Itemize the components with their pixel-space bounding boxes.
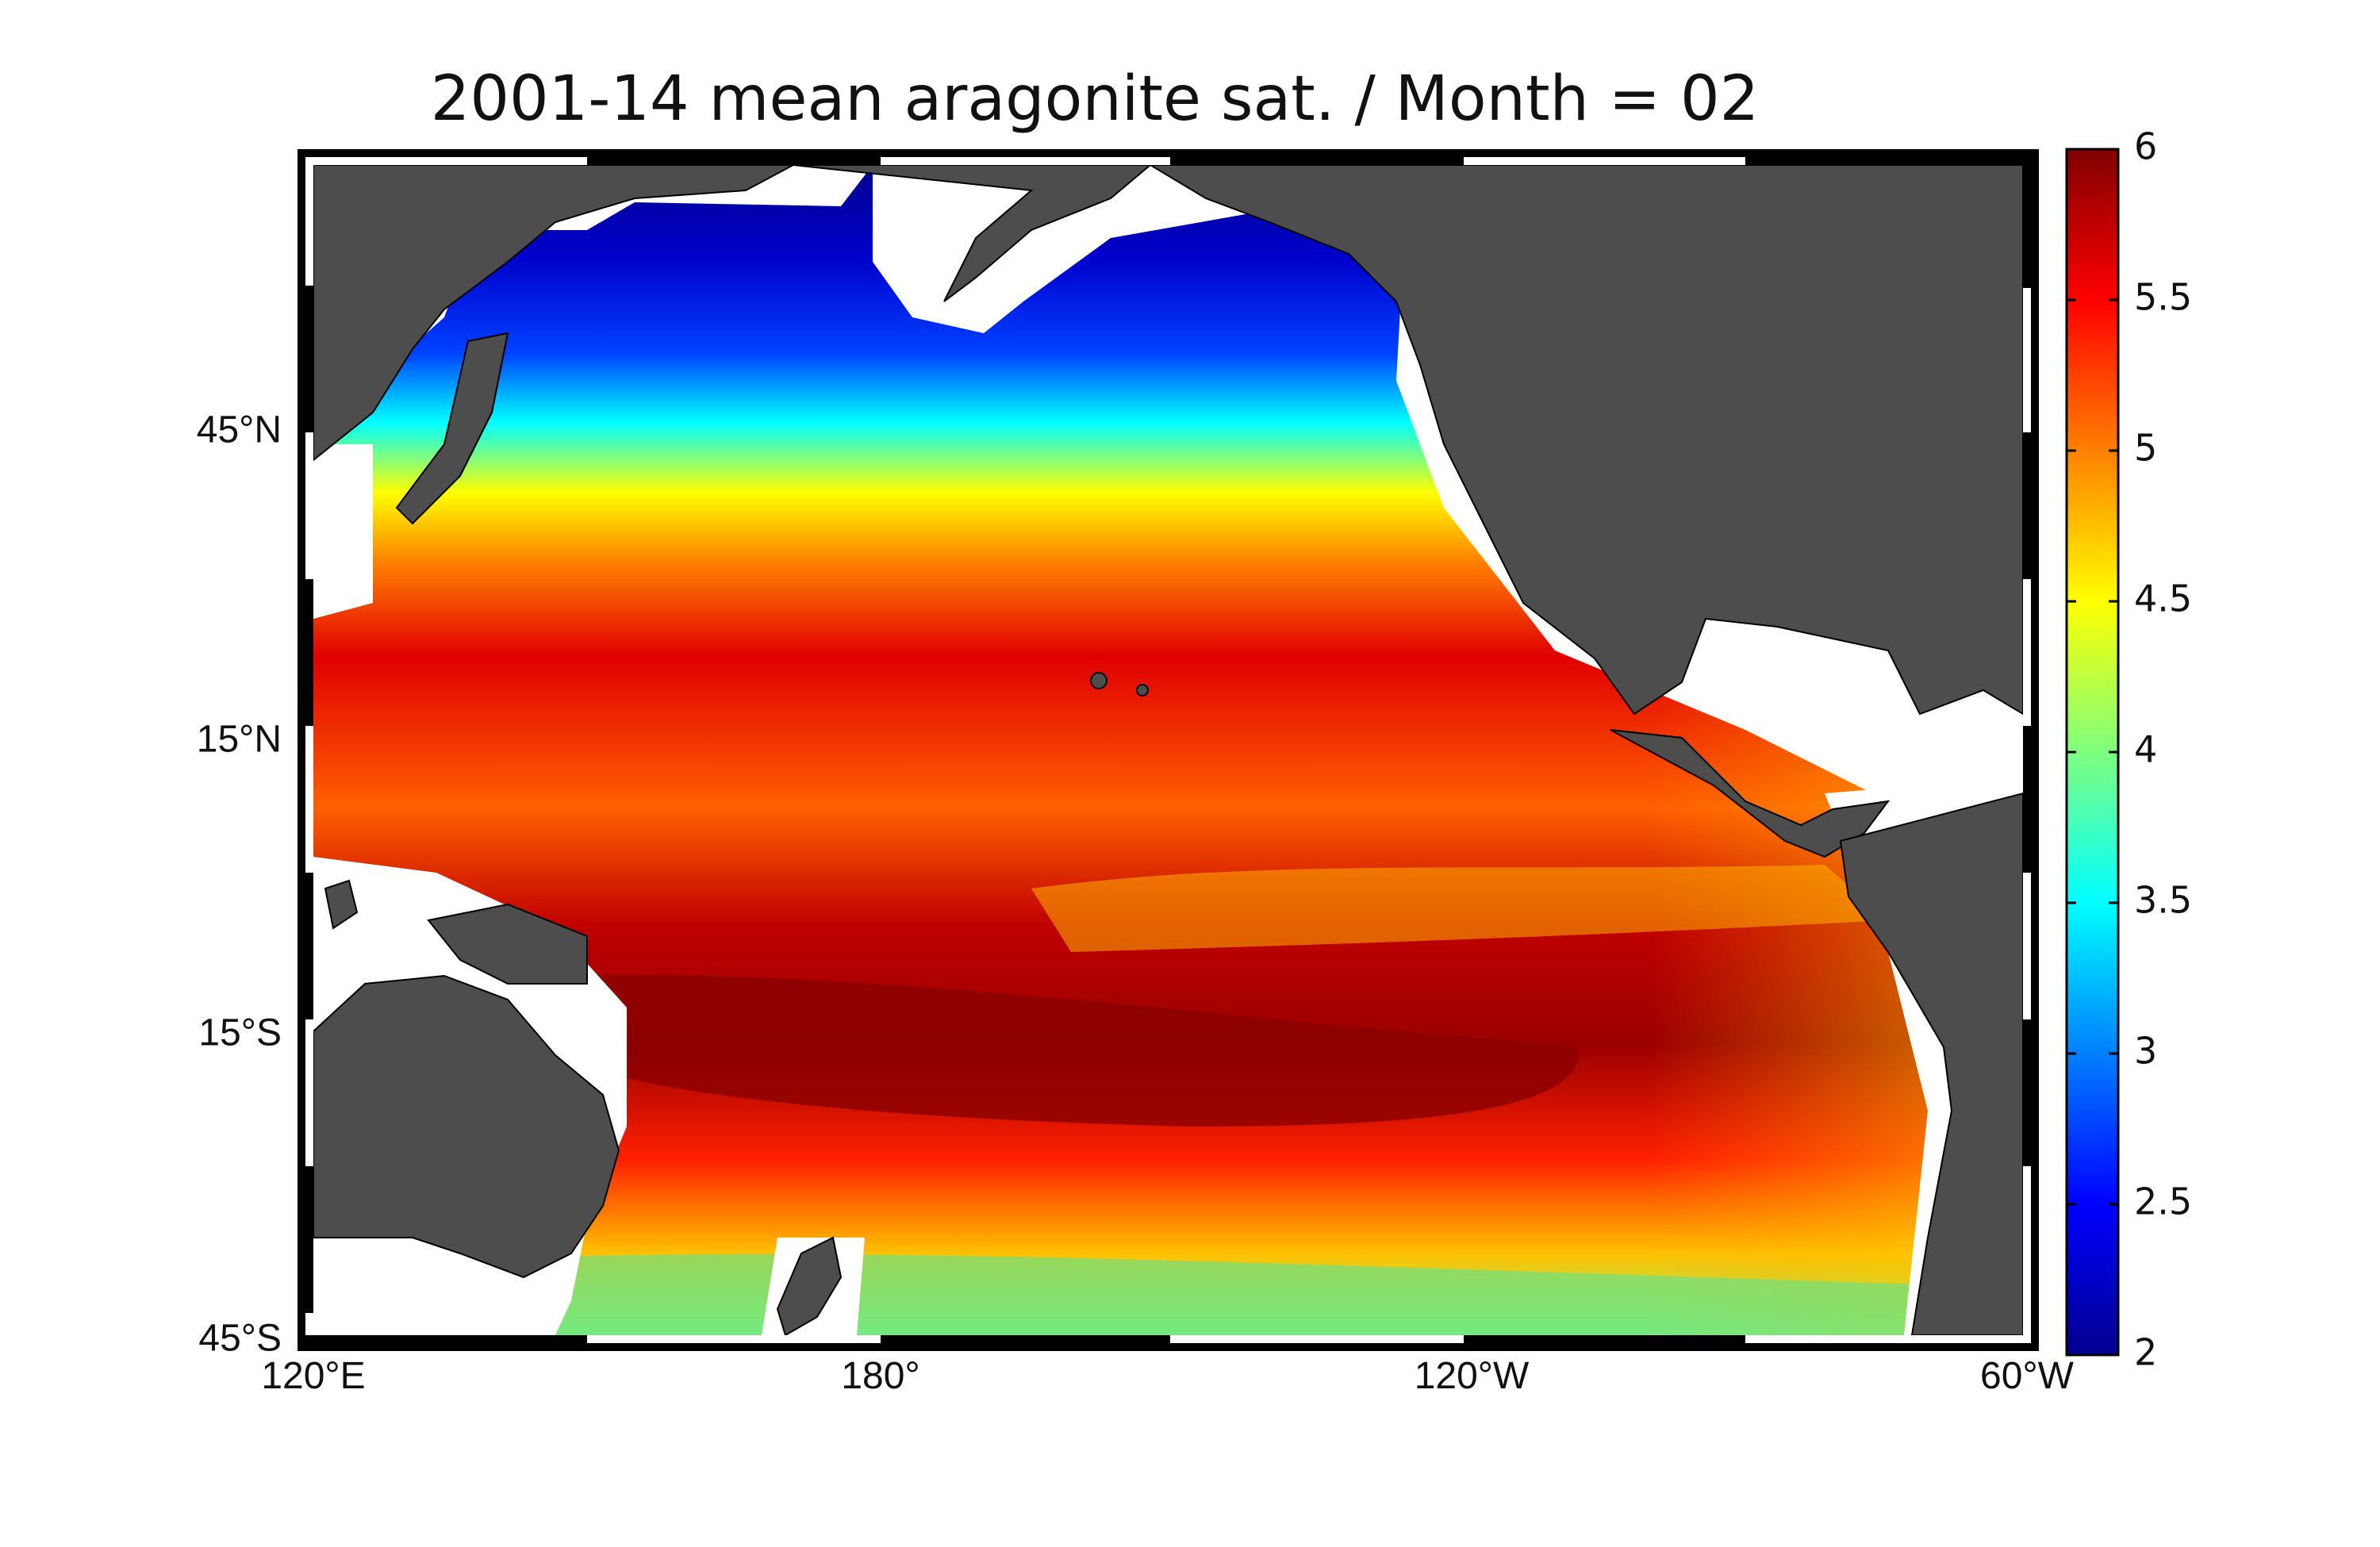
y-tick-label: 45°S: [198, 1318, 282, 1360]
central-america-land: [1610, 729, 1891, 858]
land-masses: [313, 165, 2023, 1335]
x-tick-label: 120°W: [1415, 1355, 1530, 1397]
colorbar-tick-label: 6: [2134, 125, 2157, 168]
colorbar-tick-label: 5: [2134, 427, 2157, 470]
x-tick-label: 180°: [841, 1355, 919, 1397]
colorbar-tick-label: 3.5: [2134, 879, 2192, 922]
new-guinea-land: [427, 903, 588, 985]
colorbar-tick-label: 5.5: [2134, 276, 2192, 319]
colorbar-tick-label: 3: [2134, 1030, 2157, 1073]
south-america-land: [1839, 792, 2023, 1335]
equatorial-tongue: [1031, 865, 1888, 952]
x-tick-label: 120°E: [261, 1355, 365, 1397]
y-tick-label: 45°N: [197, 409, 282, 451]
colorbar-tick-label: 4: [2134, 728, 2157, 771]
colorbar-tick-label: 2.5: [2134, 1180, 2192, 1223]
indonesia-islands: [324, 879, 359, 930]
map-title: 2001-14 mean aragonite sat. / Month = 02: [430, 63, 1760, 135]
japan-land: [395, 332, 509, 525]
colorbar-labels: 6 5.5 5 4.5 4 3.5 3 2.5 2: [2134, 125, 2192, 1374]
south-pacific-core: [555, 974, 1580, 1127]
australia-land: [313, 974, 620, 1279]
southern-margin: [313, 1253, 1944, 1335]
y-axis: 45°N 15°N 15°S 45°S: [197, 409, 282, 1360]
north-america-land: [1149, 165, 2023, 716]
colorbar-tick-label: 2: [2134, 1331, 2157, 1374]
colorbar: 6 5.5 5 4.5 4 3.5 3 2.5 2: [2065, 125, 2192, 1374]
asia-land: [313, 165, 794, 462]
x-tick-label: 60°W: [1980, 1355, 2075, 1397]
alaska-west-land: [793, 165, 1152, 302]
y-tick-label: 15°N: [197, 719, 282, 761]
map-plot-area: [313, 165, 2023, 1335]
colorbar-ticks: [2067, 148, 2118, 1357]
x-axis: 120°E 180° 120°W 60°W: [261, 1355, 2074, 1397]
colorbar-tick-label: 4.5: [2134, 578, 2192, 620]
new-zealand-land: [776, 1236, 843, 1335]
y-tick-label: 15°S: [198, 1012, 282, 1054]
